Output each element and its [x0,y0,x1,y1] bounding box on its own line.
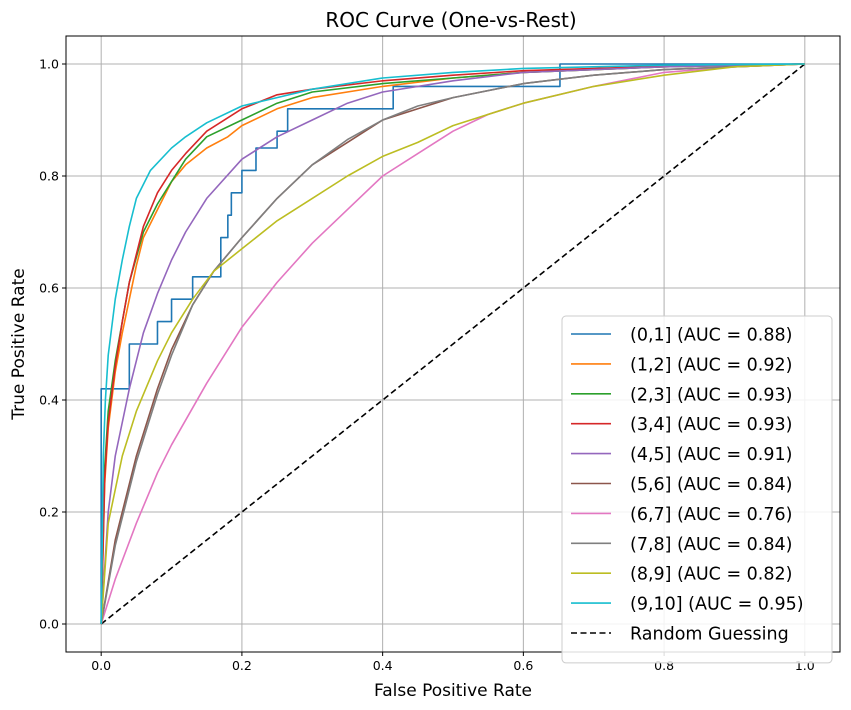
x-tick-label: 0.2 [232,658,252,673]
chart-title: ROC Curve (One-vs-Rest) [325,8,576,32]
grid-layer [66,36,840,652]
roc-curve-3 [100,63,805,625]
y-tick-label: 0.8 [39,169,59,184]
legend-label: (6,7] (AUC = 0.76) [630,505,792,525]
diagonal-layer [100,63,806,625]
y-tick-label: 0.2 [39,505,59,520]
roc-curve-2 [100,63,805,625]
y-tick-label: 1.0 [39,57,59,72]
y-tick-label: 0.4 [39,393,59,408]
legend-label: (5,6] (AUC = 0.84) [630,475,792,495]
y-axis-label: True Positive Rate [9,268,29,420]
legend-label: (0,1] (AUC = 0.88) [630,326,792,346]
x-axis-label: False Positive Rate [374,681,532,701]
legend-label: (7,8] (AUC = 0.84) [630,535,792,555]
legend-label: (3,4] (AUC = 0.93) [630,415,792,435]
legend-label: Random Guessing [630,625,789,645]
x-tick-label: 0.4 [373,658,393,673]
roc-curve-9 [100,63,805,625]
legend-label: (8,9] (AUC = 0.82) [630,565,792,585]
plot-frame [65,35,841,653]
legend-label: (4,5] (AUC = 0.91) [630,445,792,465]
roc-curve-4 [100,63,805,625]
y-tick-label: 0.6 [39,281,59,296]
legend-label: (2,3] (AUC = 0.93) [630,385,792,405]
curves-layer [100,63,805,625]
legend-label: (9,10] (AUC = 0.95) [630,595,804,615]
legend-box [561,315,833,664]
x-tick-label: 0.0 [91,658,111,673]
roc-curve-0 [100,63,805,624]
x-tick-label: 0.6 [513,658,533,673]
roc-curve-8 [100,63,805,625]
legend: (0,1] (AUC = 0.88) (1,2] (AUC = 0.92) (2,3… [561,315,833,664]
roc-curve-7 [100,63,805,625]
roc-curve-1 [100,63,805,625]
y-tick-label: 0.0 [39,617,59,632]
random-guessing-line [100,63,806,625]
legend-label: (1,2] (AUC = 0.92) [630,355,792,375]
